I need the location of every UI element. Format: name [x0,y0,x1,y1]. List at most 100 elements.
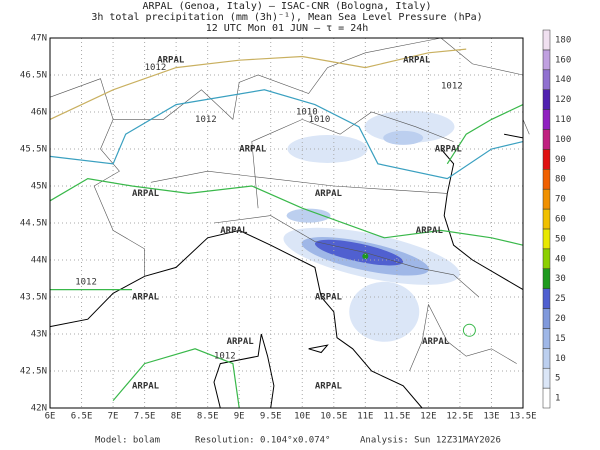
isobar-low [462,323,476,337]
lon-label: 7.5E [134,412,156,422]
precip-area [349,281,420,342]
lat-label: 42.5N [20,367,47,377]
precip-area [287,135,368,163]
colorbar-label: 1 [555,394,560,404]
lat-label: 45N [31,182,47,192]
lat-label: 42N [31,404,47,414]
colorbar-swatch [542,248,551,269]
colorbar-swatch [542,169,551,190]
contour-label: 1010 [296,108,318,118]
border [251,111,454,209]
lon-label: 13.5E [509,412,536,422]
watermark: ARPAL [157,56,185,66]
colorbar-swatch [542,367,551,389]
colorbar-label: 180 [555,35,571,45]
border [49,78,145,277]
colorbar: 1510152025304050607080901001101201401601… [542,29,571,409]
precip-area [383,130,424,145]
watermark: ARPAL [422,337,450,347]
coastline [440,148,524,291]
lon-label: 9E [234,412,245,422]
lon-label: 12E [420,412,436,422]
contour-label: 1012 [214,352,236,362]
colorbar-swatch [542,268,551,289]
colorbar-label: 50 [555,234,566,244]
colorbar-swatch [542,109,551,130]
lon-label: 11E [357,412,373,422]
colorbar-label: 100 [555,135,571,145]
lat-label: 46N [31,108,47,118]
lon-label: 8.5E [197,412,219,422]
colorbar-swatch [542,29,551,51]
lon-label: 12.5E [446,412,473,422]
lon-label: 13E [483,412,499,422]
map-area: ARPAL ARPAL ARPAL ARPAL ARPAL ARPAL ARPAL ARPAL… [49,37,530,409]
map-frame [49,37,524,409]
colorbar-label: 5 [555,374,560,384]
colorbar-label: 40 [555,254,566,264]
border [150,170,448,194]
colorbar-swatch [542,89,551,110]
title-line: 12 UTC Mon 01 JUN – τ = 24h [206,23,369,34]
colorbar-label: 90 [555,155,566,165]
lat-label: 44N [31,256,47,266]
watermark: ARPAL [220,226,248,236]
title-line: 3h total precipitation (mm (3h)⁻¹), Mean… [91,12,482,23]
contour-label: 1012 [145,63,167,73]
coastline [504,133,524,139]
footer-analysis: Analysis: Sun 12Z31MAY2026 [360,436,501,446]
colorbar-swatch [542,348,551,369]
watermark: ARPAL [435,145,463,155]
border [522,119,530,135]
contour-label: 1010 [309,115,331,125]
isobar [49,89,524,180]
watermark: ARPAL [239,145,267,155]
border [409,304,429,372]
colorbar-swatch [542,208,551,230]
colorbar-label: 25 [555,294,566,304]
watermark: ARPAL [132,189,160,199]
contour-label: 1012 [195,115,217,125]
contour-label: 1012 [75,278,97,288]
precip-max [362,253,369,260]
colorbar-label: 140 [555,75,571,85]
colorbar-swatch [542,328,551,349]
lat-label: 46.5N [20,71,47,81]
lon-label: 9.5E [260,412,282,422]
isobar [446,104,524,165]
lat-label: 43.5N [20,293,47,303]
colorbar-swatch [542,49,551,71]
lon-label: 10.5E [320,412,347,422]
colorbar-swatch [542,149,551,170]
border [440,37,524,76]
colorbar-label: 20 [555,314,566,324]
colorbar-swatch [542,308,551,329]
precip-area [286,208,331,223]
colorbar-swatch [542,129,551,150]
colorbar-label: 80 [555,175,566,185]
lon-label: 6.5E [71,412,93,422]
lon-label: 8E [171,412,182,422]
contour-label: 1012 [441,82,463,92]
colorbar-label: 110 [555,115,571,125]
lon-label: 11.5E [383,412,410,422]
lon-label: 10E [294,412,310,422]
watermark: ARPAL [315,381,343,391]
lon-label: 7E [108,412,119,422]
lat-label: 43N [31,330,47,340]
coastline [49,229,423,409]
colorbar-label: 120 [555,95,571,105]
lat-label: 47N [31,34,47,44]
colorbar-label: 60 [555,215,566,225]
colorbar-label: 30 [555,274,566,284]
border [213,215,480,298]
title-line: ARPAL (Genoa, Italy) – ISAC-CNR (Bologna… [143,1,432,12]
colorbar-swatch [542,188,551,210]
colorbar-swatch [542,387,551,409]
colorbar-label: 15 [555,334,566,344]
watermark: ARPAL [315,189,343,199]
island [308,344,329,354]
colorbar-swatch [542,288,551,309]
watermark: ARPAL [403,56,431,66]
watermark: ARPAL [132,381,160,391]
